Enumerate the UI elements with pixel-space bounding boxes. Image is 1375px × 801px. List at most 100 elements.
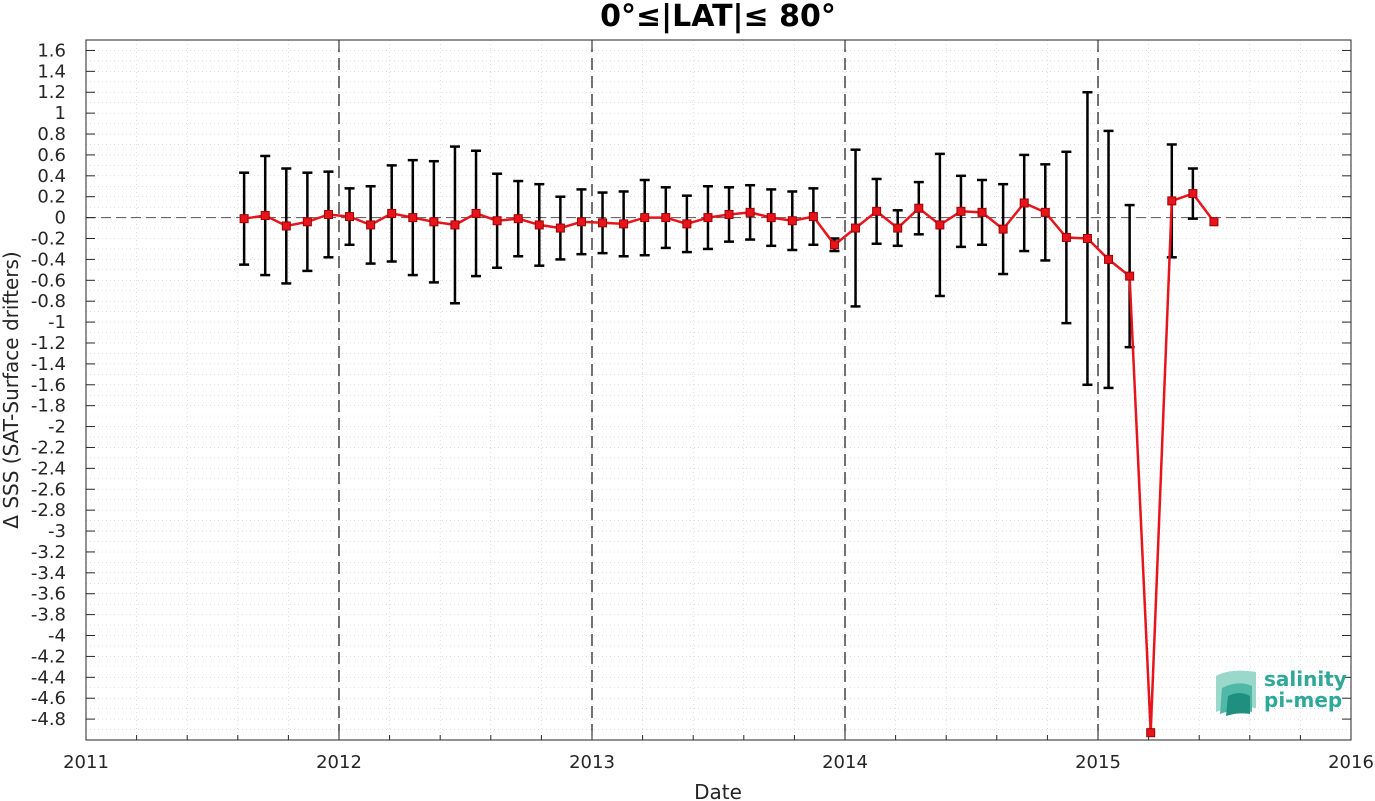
data-point (808, 212, 818, 222)
y-tick-label: 1.2 (37, 82, 66, 103)
data-point (640, 213, 650, 223)
data-point (956, 206, 966, 216)
y-tick-label: -4 (48, 626, 66, 647)
data-point (703, 213, 713, 223)
axis-ticks (85, 40, 1352, 740)
y-tick-label: 0.4 (37, 166, 66, 187)
y-tick-labels: 1.61.41.210.80.60.40.20-0.2-0.4-0.6-0.8-… (31, 40, 66, 730)
y-tick-label: -3.6 (31, 584, 66, 605)
y-tick-label: -3.2 (31, 542, 66, 563)
data-point (1019, 198, 1029, 208)
y-tick-label: -0.6 (31, 270, 66, 291)
data-point (1146, 728, 1156, 738)
data-point (1209, 217, 1219, 227)
x-tick-labels: 2011 2012 2013 2014 2015 2016 (63, 752, 1374, 773)
data-point (598, 218, 608, 228)
y-tick-label: -3.8 (31, 605, 66, 626)
data-point (745, 207, 755, 217)
y-tick-label: 0.8 (37, 124, 66, 145)
data-point (408, 213, 418, 223)
y-tick-label: -0.2 (31, 229, 66, 250)
data-point (935, 220, 945, 230)
plot-frame (85, 39, 1352, 741)
y-tick-label: -3.4 (31, 563, 66, 584)
x-tick-label: 2014 (822, 752, 868, 773)
data-point (682, 219, 692, 229)
data-point (429, 217, 439, 227)
data-point (787, 216, 797, 226)
y-tick-label: -1.4 (31, 354, 66, 375)
data-point (345, 212, 355, 222)
year-dividers (338, 40, 1099, 740)
chart-title: 0°≤|LAT|≤ 80° (600, 0, 836, 34)
y-tick-label: -2.2 (31, 437, 66, 458)
y-tick-label: 1.6 (37, 40, 66, 61)
data-point (534, 220, 544, 230)
x-tick-label: 2012 (316, 752, 362, 773)
y-tick-label: 1.4 (37, 61, 66, 82)
data-point (998, 224, 1008, 234)
data-point (281, 221, 291, 231)
data-point (1040, 207, 1050, 217)
data-point (366, 220, 376, 230)
x-tick-label: 2016 (1328, 752, 1374, 773)
data-point (576, 217, 586, 227)
y-tick-label: -1 (48, 312, 66, 333)
data-point (829, 240, 839, 250)
data-point (302, 217, 312, 227)
y-tick-label: -0.8 (31, 291, 66, 312)
data-point (1061, 232, 1071, 242)
data-point (977, 207, 987, 217)
y-tick-label: -2.4 (31, 458, 66, 479)
y-tick-label: -1.6 (31, 375, 66, 396)
y-tick-label: -1.8 (31, 396, 66, 417)
data-point (851, 223, 861, 233)
logo-line2: pi-mep (1264, 688, 1342, 712)
data-point (661, 213, 671, 223)
x-tick-label: 2013 (569, 752, 615, 773)
y-tick-label: -2.6 (31, 479, 66, 500)
y-tick-label: 1 (55, 103, 66, 124)
y-tick-label: -4.6 (31, 688, 66, 709)
data-point (555, 223, 565, 233)
data-point (387, 208, 397, 218)
logo: salinity pi-mep (1216, 667, 1347, 716)
data-point (1188, 189, 1198, 199)
data-point (260, 211, 270, 221)
data-point (872, 206, 882, 216)
data-point (619, 219, 629, 229)
data-point (1104, 254, 1114, 264)
data-point (893, 223, 903, 233)
y-axis-label: Δ SSS (SAT-Surface drifters) (0, 251, 23, 528)
x-tick-label: 2015 (1075, 752, 1121, 773)
y-tick-label: -0.4 (31, 249, 66, 270)
x-tick-label: 2011 (63, 752, 109, 773)
data-point (323, 209, 333, 219)
data-point (513, 214, 523, 224)
y-tick-label: 0.6 (37, 145, 66, 166)
y-tick-label: -4.8 (31, 709, 66, 730)
series-markers (239, 189, 1219, 738)
data-point (1167, 196, 1177, 206)
data-point (724, 209, 734, 219)
y-tick-label: -3 (48, 521, 66, 542)
logo-line1: salinity (1264, 667, 1347, 691)
y-tick-label: -2 (48, 417, 66, 438)
data-point (914, 203, 924, 213)
y-tick-label: 0 (55, 208, 66, 229)
data-point (492, 216, 502, 226)
salinity-wave-icon (1216, 670, 1256, 716)
x-axis-label: Date (694, 780, 742, 801)
data-point (471, 208, 481, 218)
y-tick-label: -4.2 (31, 646, 66, 667)
y-tick-label: -1.2 (31, 333, 66, 354)
y-tick-label: -4.4 (31, 667, 66, 688)
data-point (450, 220, 460, 230)
y-tick-label: 0.2 (37, 187, 66, 208)
data-point (239, 214, 249, 224)
y-tick-label: -2.8 (31, 500, 66, 521)
data-point (1125, 271, 1135, 281)
data-point (766, 213, 776, 223)
